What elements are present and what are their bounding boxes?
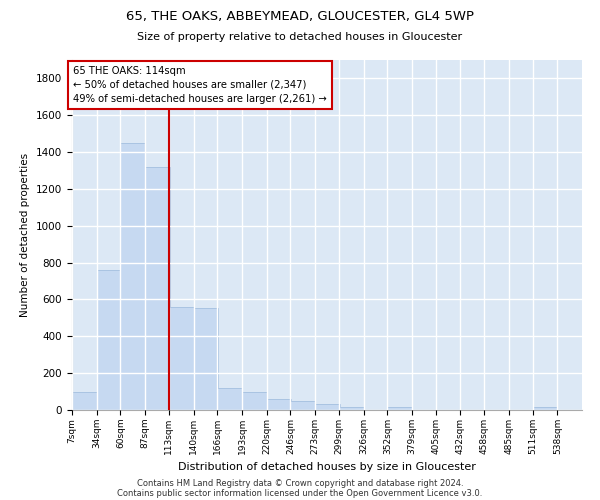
- Bar: [194, 308, 218, 410]
- Bar: [72, 392, 97, 410]
- X-axis label: Distribution of detached houses by size in Gloucester: Distribution of detached houses by size …: [178, 462, 476, 472]
- Bar: [169, 307, 194, 410]
- Bar: [339, 406, 364, 410]
- Bar: [533, 406, 557, 410]
- Bar: [97, 270, 121, 410]
- Text: Size of property relative to detached houses in Gloucester: Size of property relative to detached ho…: [137, 32, 463, 42]
- Bar: [217, 388, 242, 410]
- Bar: [290, 401, 315, 410]
- Bar: [266, 399, 292, 410]
- Bar: [315, 404, 340, 410]
- Text: 65 THE OAKS: 114sqm
← 50% of detached houses are smaller (2,347)
49% of semi-det: 65 THE OAKS: 114sqm ← 50% of detached ho…: [73, 66, 326, 104]
- Bar: [145, 167, 170, 410]
- Y-axis label: Number of detached properties: Number of detached properties: [20, 153, 31, 317]
- Bar: [121, 143, 145, 410]
- Text: Contains public sector information licensed under the Open Government Licence v3: Contains public sector information licen…: [118, 488, 482, 498]
- Text: 65, THE OAKS, ABBEYMEAD, GLOUCESTER, GL4 5WP: 65, THE OAKS, ABBEYMEAD, GLOUCESTER, GL4…: [126, 10, 474, 23]
- Text: Contains HM Land Registry data © Crown copyright and database right 2024.: Contains HM Land Registry data © Crown c…: [137, 478, 463, 488]
- Bar: [242, 392, 266, 410]
- Bar: [388, 406, 412, 410]
